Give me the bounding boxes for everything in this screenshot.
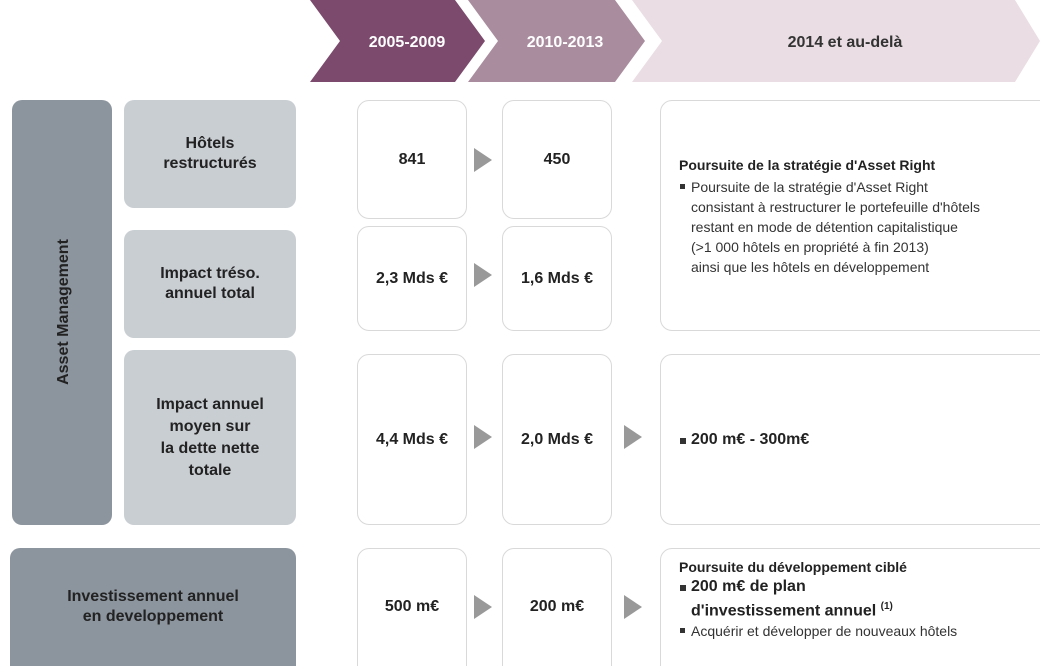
outlook: Poursuite de la stratégie d'Asset Right … xyxy=(660,100,1040,331)
cell: 450 xyxy=(502,100,612,219)
title: Poursuite du développement ciblé xyxy=(679,559,907,575)
line: Poursuite de la stratégie d'Asset Right xyxy=(679,177,1040,197)
outlook: Poursuite du développement ciblé 200 m€ … xyxy=(660,548,1040,666)
bullet: Acquérir et développer de nouveaux hôtel… xyxy=(679,621,1040,641)
chevron xyxy=(468,0,645,82)
cell: 500 m€ xyxy=(357,548,467,666)
period: 2014 et au-delà xyxy=(788,34,903,51)
chevron xyxy=(310,0,485,82)
line: Impact annuel xyxy=(156,395,264,413)
side-label: Asset Management xyxy=(55,238,72,384)
cell: 200 m€ xyxy=(502,548,612,666)
line: Impact tréso. xyxy=(160,265,260,282)
line: annuel total xyxy=(165,285,255,302)
row-label: Investissement annuel en developpement xyxy=(10,548,296,666)
cell: 4,4 Mds € xyxy=(357,354,467,525)
row-label: Hôtels restructurés xyxy=(124,100,296,208)
cell: 2,0 Mds € xyxy=(502,354,612,525)
line: en developpement xyxy=(82,608,224,625)
line: Hôtels xyxy=(185,135,235,152)
line: ainsi que les hôtels en développement xyxy=(691,258,930,275)
line: consistant à restructurer le portefeuill… xyxy=(691,198,981,215)
title: Poursuite de la stratégie d'Asset Right xyxy=(679,156,936,173)
line: restant en mode de détention capitalisti… xyxy=(691,218,958,235)
line: 200 m€ de plan xyxy=(679,577,1040,597)
arrows xyxy=(474,148,642,619)
period: 2005-2009 xyxy=(369,34,446,51)
cell: 2,3 Mds € xyxy=(357,226,467,331)
side-bar xyxy=(12,100,112,525)
outlook: 200 m€ - 300m€ xyxy=(660,354,1040,525)
cell: 1,6 Mds € xyxy=(502,226,612,331)
footnote: (1) xyxy=(880,601,893,612)
line-text: d'investissement annuel xyxy=(691,602,877,620)
line: d'investissement annuel (1) xyxy=(679,597,1040,621)
line: la dette nette xyxy=(160,439,260,457)
row-label: Impact annuel moyen sur la dette nette tota… xyxy=(124,350,296,525)
line: Investissement annuel xyxy=(67,588,239,605)
chevron xyxy=(632,0,1040,82)
line: totale xyxy=(188,461,232,479)
line: restructurés xyxy=(163,155,257,172)
cell: 841 xyxy=(357,100,467,219)
line: (>1 000 hôtels en propriété à fin 2013) xyxy=(691,238,929,255)
period: 2010-2013 xyxy=(527,34,604,51)
row-label: Impact tréso. annuel total xyxy=(124,230,296,338)
bullet: 200 m€ - 300m€ xyxy=(679,430,1040,450)
line: moyen sur xyxy=(169,417,251,435)
